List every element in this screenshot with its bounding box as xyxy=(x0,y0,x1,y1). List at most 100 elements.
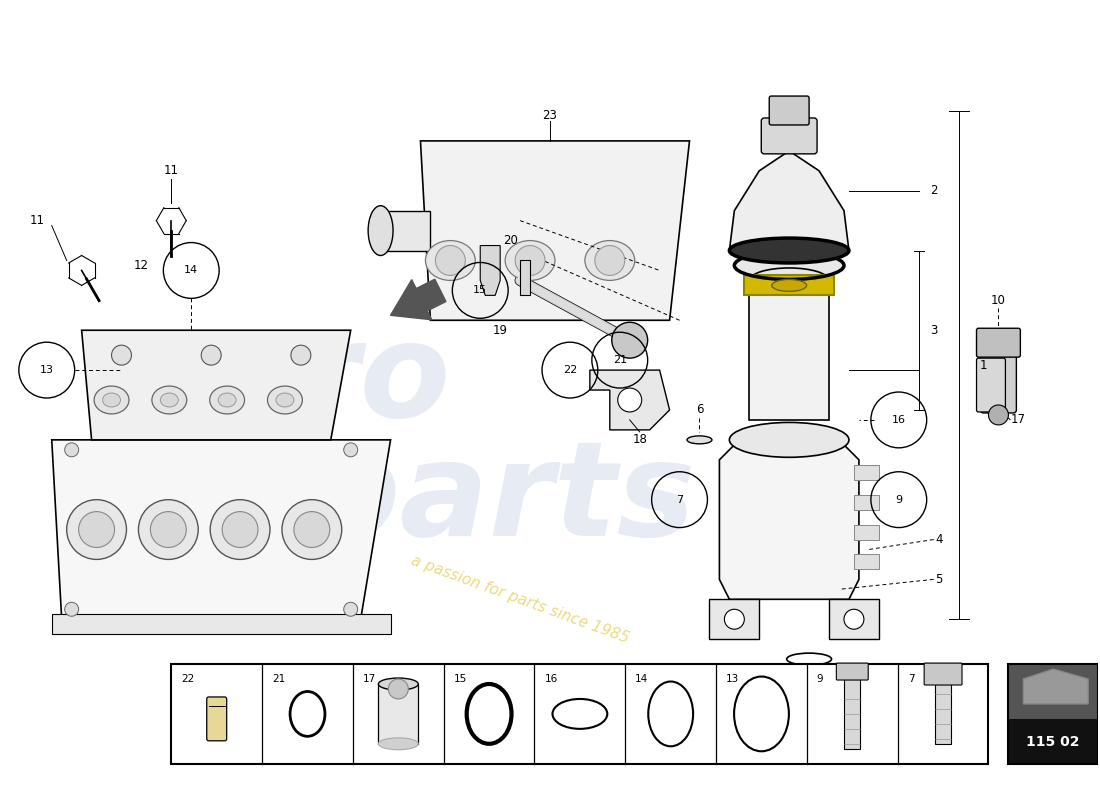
Circle shape xyxy=(595,246,625,275)
Circle shape xyxy=(111,345,132,365)
Text: 7: 7 xyxy=(676,494,683,505)
Bar xyxy=(1009,664,1098,719)
Circle shape xyxy=(139,500,198,559)
Ellipse shape xyxy=(267,386,303,414)
Circle shape xyxy=(282,500,342,559)
Polygon shape xyxy=(81,330,351,440)
Polygon shape xyxy=(52,440,390,619)
Circle shape xyxy=(294,512,330,547)
Text: 9: 9 xyxy=(817,674,824,684)
Circle shape xyxy=(65,602,78,616)
Text: 14: 14 xyxy=(636,674,649,684)
Bar xyxy=(1009,719,1098,764)
FancyBboxPatch shape xyxy=(769,96,810,125)
FancyBboxPatch shape xyxy=(207,697,227,741)
FancyBboxPatch shape xyxy=(980,347,1016,413)
Text: 12: 12 xyxy=(134,259,148,272)
Polygon shape xyxy=(420,141,690,320)
Circle shape xyxy=(725,610,745,630)
Ellipse shape xyxy=(368,206,393,255)
FancyBboxPatch shape xyxy=(761,118,817,154)
Circle shape xyxy=(210,500,270,559)
Text: 23: 23 xyxy=(542,110,558,122)
Ellipse shape xyxy=(95,386,129,414)
Text: 20: 20 xyxy=(503,234,518,247)
Text: 3: 3 xyxy=(930,324,937,337)
Ellipse shape xyxy=(749,268,829,293)
Text: 19: 19 xyxy=(493,324,508,337)
Text: 18: 18 xyxy=(632,434,647,446)
Text: 16: 16 xyxy=(892,415,905,425)
Circle shape xyxy=(515,246,544,275)
Text: a passion for parts since 1985: a passion for parts since 1985 xyxy=(409,553,631,646)
Text: 2: 2 xyxy=(930,184,937,198)
Text: 5: 5 xyxy=(935,573,943,586)
Ellipse shape xyxy=(688,436,712,444)
Text: 21: 21 xyxy=(272,674,285,684)
Text: 11: 11 xyxy=(164,164,179,178)
Polygon shape xyxy=(590,370,670,430)
Text: 115 02: 115 02 xyxy=(1026,735,1080,749)
Ellipse shape xyxy=(505,241,556,281)
Text: 14: 14 xyxy=(184,266,198,275)
Circle shape xyxy=(436,246,465,275)
Polygon shape xyxy=(829,599,879,639)
Bar xyxy=(854,525,879,539)
Text: 11: 11 xyxy=(30,214,44,227)
Bar xyxy=(745,275,834,295)
Text: 1: 1 xyxy=(980,358,987,372)
Circle shape xyxy=(343,602,358,616)
Bar xyxy=(1009,664,1098,764)
Circle shape xyxy=(844,610,864,630)
Text: 22: 22 xyxy=(182,674,195,684)
Circle shape xyxy=(78,512,114,547)
Ellipse shape xyxy=(152,386,187,414)
FancyBboxPatch shape xyxy=(836,663,868,680)
FancyArrow shape xyxy=(390,279,446,320)
Text: 17: 17 xyxy=(363,674,376,684)
Bar xyxy=(749,281,829,420)
Ellipse shape xyxy=(102,393,121,407)
Ellipse shape xyxy=(378,738,418,750)
Circle shape xyxy=(290,345,311,365)
Bar xyxy=(845,679,860,749)
Circle shape xyxy=(343,443,358,457)
Bar xyxy=(378,684,418,744)
Ellipse shape xyxy=(585,241,635,281)
Bar xyxy=(854,465,879,480)
Text: 15: 15 xyxy=(453,674,466,684)
Bar xyxy=(935,684,952,744)
Text: 21: 21 xyxy=(613,355,627,365)
Polygon shape xyxy=(1023,669,1088,704)
Text: 13: 13 xyxy=(726,674,739,684)
Circle shape xyxy=(201,345,221,365)
Text: parts: parts xyxy=(305,436,695,563)
Circle shape xyxy=(65,443,78,457)
Text: euro: euro xyxy=(111,317,451,443)
Bar xyxy=(172,664,989,764)
Bar xyxy=(520,261,530,295)
Circle shape xyxy=(151,512,186,547)
FancyBboxPatch shape xyxy=(977,328,1021,357)
Ellipse shape xyxy=(729,422,849,458)
Text: 13: 13 xyxy=(40,365,54,375)
Text: 15: 15 xyxy=(473,286,487,295)
Circle shape xyxy=(67,500,126,559)
Ellipse shape xyxy=(735,251,844,279)
Text: 17: 17 xyxy=(1011,414,1026,426)
Bar xyxy=(854,554,879,570)
Text: 6: 6 xyxy=(695,403,703,417)
Text: 4: 4 xyxy=(935,533,943,546)
FancyBboxPatch shape xyxy=(924,663,962,685)
Polygon shape xyxy=(719,440,859,599)
Text: 10: 10 xyxy=(991,294,1005,307)
Polygon shape xyxy=(729,151,849,250)
Bar xyxy=(52,614,390,634)
Ellipse shape xyxy=(218,393,236,407)
Ellipse shape xyxy=(426,241,475,281)
Polygon shape xyxy=(381,210,430,250)
Circle shape xyxy=(618,388,641,412)
Ellipse shape xyxy=(729,238,849,263)
Circle shape xyxy=(222,512,258,547)
Text: 16: 16 xyxy=(544,674,558,684)
